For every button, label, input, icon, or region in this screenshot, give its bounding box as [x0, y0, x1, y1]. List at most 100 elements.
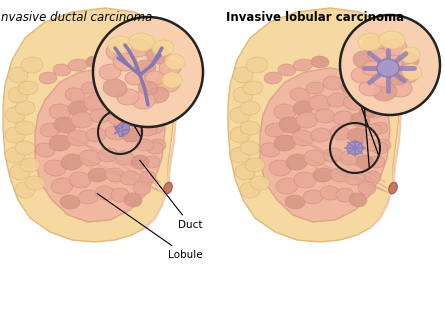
- Ellipse shape: [164, 182, 172, 194]
- Ellipse shape: [142, 106, 158, 118]
- Ellipse shape: [230, 107, 250, 123]
- Ellipse shape: [69, 172, 91, 188]
- Ellipse shape: [81, 82, 99, 94]
- Ellipse shape: [99, 64, 121, 80]
- Ellipse shape: [98, 148, 118, 162]
- Ellipse shape: [102, 93, 122, 107]
- Ellipse shape: [138, 81, 158, 95]
- Ellipse shape: [10, 164, 30, 180]
- Ellipse shape: [279, 117, 301, 133]
- Ellipse shape: [320, 186, 340, 200]
- Ellipse shape: [150, 139, 166, 151]
- Ellipse shape: [347, 128, 367, 142]
- Ellipse shape: [233, 67, 253, 83]
- Ellipse shape: [146, 46, 170, 64]
- Ellipse shape: [105, 168, 125, 182]
- Ellipse shape: [285, 195, 305, 209]
- Ellipse shape: [377, 59, 399, 77]
- Ellipse shape: [88, 168, 108, 182]
- Ellipse shape: [15, 141, 35, 155]
- Ellipse shape: [369, 156, 385, 168]
- Ellipse shape: [125, 39, 151, 57]
- Ellipse shape: [115, 151, 135, 165]
- Ellipse shape: [60, 195, 80, 209]
- Ellipse shape: [269, 160, 291, 176]
- Ellipse shape: [388, 79, 412, 97]
- Ellipse shape: [372, 142, 388, 154]
- Ellipse shape: [124, 193, 142, 207]
- Ellipse shape: [117, 89, 139, 105]
- Ellipse shape: [103, 79, 127, 97]
- Ellipse shape: [296, 112, 318, 128]
- Ellipse shape: [122, 128, 142, 142]
- Ellipse shape: [86, 56, 104, 68]
- Ellipse shape: [274, 135, 296, 151]
- Ellipse shape: [350, 113, 370, 127]
- Ellipse shape: [144, 156, 160, 168]
- Polygon shape: [35, 68, 165, 222]
- Ellipse shape: [311, 128, 331, 142]
- Ellipse shape: [260, 143, 280, 157]
- Ellipse shape: [134, 106, 152, 118]
- Ellipse shape: [71, 112, 93, 128]
- Ellipse shape: [20, 158, 40, 172]
- Ellipse shape: [5, 147, 25, 163]
- Ellipse shape: [61, 154, 83, 170]
- Ellipse shape: [361, 139, 379, 151]
- Ellipse shape: [230, 127, 250, 143]
- Polygon shape: [228, 8, 400, 242]
- Ellipse shape: [40, 123, 60, 137]
- Ellipse shape: [365, 171, 381, 183]
- Ellipse shape: [39, 72, 57, 84]
- Ellipse shape: [147, 122, 163, 134]
- Polygon shape: [115, 122, 130, 137]
- Ellipse shape: [134, 60, 156, 76]
- Text: Lobule: Lobule: [97, 194, 202, 260]
- Ellipse shape: [131, 91, 149, 103]
- Ellipse shape: [340, 151, 360, 165]
- Ellipse shape: [290, 88, 310, 102]
- Ellipse shape: [49, 104, 71, 120]
- Ellipse shape: [315, 109, 335, 123]
- Ellipse shape: [306, 82, 324, 94]
- Ellipse shape: [35, 143, 55, 157]
- Ellipse shape: [111, 188, 129, 202]
- Ellipse shape: [84, 95, 106, 111]
- Ellipse shape: [8, 67, 28, 83]
- Ellipse shape: [120, 171, 140, 185]
- Ellipse shape: [240, 101, 260, 115]
- Ellipse shape: [136, 139, 154, 151]
- Ellipse shape: [375, 139, 391, 151]
- Ellipse shape: [356, 155, 374, 169]
- Ellipse shape: [383, 55, 403, 69]
- Ellipse shape: [293, 101, 313, 115]
- Ellipse shape: [383, 39, 407, 57]
- Ellipse shape: [108, 36, 132, 54]
- Text: nvasive ductal carcinoma: nvasive ductal carcinoma: [1, 11, 152, 24]
- Circle shape: [93, 17, 203, 127]
- Ellipse shape: [18, 81, 38, 95]
- Ellipse shape: [5, 107, 25, 123]
- Ellipse shape: [343, 96, 363, 110]
- Ellipse shape: [364, 124, 382, 136]
- Ellipse shape: [341, 81, 359, 95]
- Ellipse shape: [118, 96, 138, 110]
- Ellipse shape: [125, 113, 145, 127]
- Ellipse shape: [286, 154, 308, 170]
- Ellipse shape: [351, 67, 373, 83]
- Ellipse shape: [230, 147, 250, 163]
- Ellipse shape: [274, 104, 296, 120]
- Ellipse shape: [68, 59, 88, 71]
- Text: Invasive lobular carcinoma: Invasive lobular carcinoma: [226, 11, 404, 24]
- Ellipse shape: [147, 142, 163, 154]
- Circle shape: [340, 15, 440, 115]
- Ellipse shape: [113, 53, 137, 71]
- Ellipse shape: [133, 181, 151, 195]
- Ellipse shape: [292, 130, 314, 146]
- Ellipse shape: [388, 71, 408, 85]
- Ellipse shape: [233, 87, 253, 103]
- Ellipse shape: [240, 121, 260, 135]
- Ellipse shape: [359, 80, 381, 96]
- Ellipse shape: [131, 91, 155, 109]
- Ellipse shape: [131, 155, 149, 169]
